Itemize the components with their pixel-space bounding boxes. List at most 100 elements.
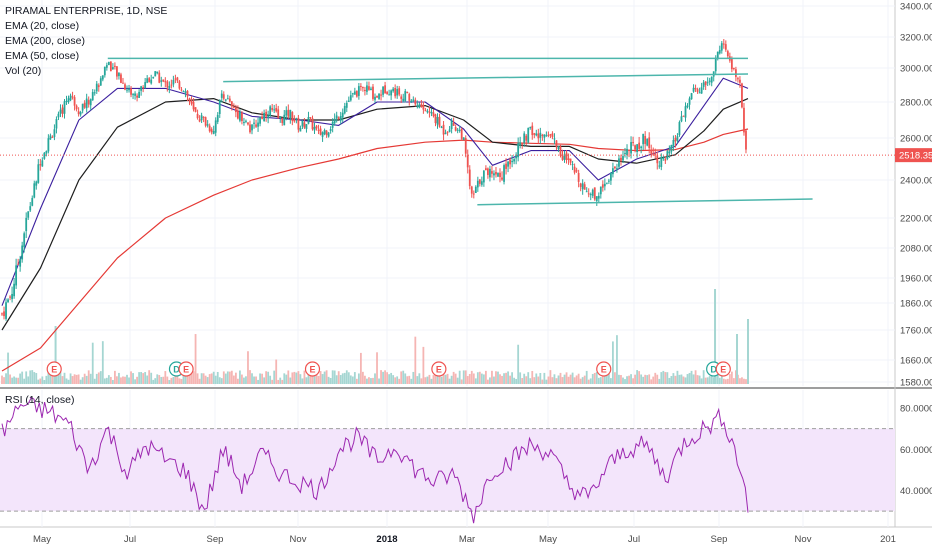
rsi-axis[interactable]: 80.0000 60.0000 40.0000 — [900, 404, 932, 498]
volume-bar — [529, 378, 532, 384]
volume-bar — [595, 372, 598, 384]
candle-body — [704, 81, 707, 86]
candle-body — [27, 211, 30, 218]
candle-body — [724, 44, 727, 50]
volume-bar — [482, 374, 485, 384]
candle-body — [622, 156, 624, 161]
candle-body — [281, 118, 284, 124]
candle-body — [204, 117, 207, 126]
volume-bar — [716, 374, 719, 384]
volume-bar — [597, 377, 600, 384]
candle-body — [351, 93, 354, 95]
marker-label: E — [51, 365, 57, 375]
volume-bar — [650, 379, 653, 384]
marker-circle[interactable] — [178, 361, 194, 377]
rsi-tick-label: 60.0000 — [900, 445, 932, 456]
earnings-marker[interactable]: E — [46, 361, 62, 377]
price-tick-label: 1860.00 — [900, 299, 932, 310]
volume-bar — [99, 371, 102, 384]
volume-bar — [241, 374, 243, 384]
volume-bar — [27, 376, 30, 384]
candle-body — [245, 120, 247, 122]
volume-bar — [111, 379, 114, 384]
volume-bar — [21, 371, 24, 384]
candle-body — [535, 133, 538, 136]
volume-bar — [624, 379, 626, 384]
trendlines[interactable] — [107, 57, 813, 206]
volume-bar — [668, 377, 671, 384]
marker-circle[interactable] — [46, 361, 62, 377]
candle-body — [138, 91, 141, 98]
volume-bar — [247, 351, 249, 384]
volume-bar — [634, 374, 636, 384]
volume-bar — [259, 373, 261, 384]
volume-bar — [448, 378, 451, 384]
volume-bar — [17, 377, 20, 384]
volume-bar — [741, 377, 743, 384]
volume-bar — [142, 373, 145, 384]
volume-bar — [134, 379, 136, 384]
candle-body — [374, 96, 376, 100]
candle-body — [575, 170, 578, 172]
volume-bar — [170, 377, 173, 384]
price-axis[interactable]: 3400.00 3200.00 3000.00 2800.00 2600.00 2400.… — [900, 2, 932, 389]
trendline[interactable] — [223, 73, 749, 83]
candle-body — [35, 181, 38, 186]
volume-spike — [736, 334, 739, 384]
volume-bar — [640, 374, 643, 384]
marker-circle[interactable] — [304, 361, 321, 377]
time-axis[interactable]: May Jul Sep Nov 2018 Mar May Jul Sep Nov 201 — [33, 534, 896, 545]
earnings-marker[interactable]: E — [715, 361, 731, 377]
volume-bar — [452, 371, 455, 384]
volume-bar — [166, 376, 169, 384]
candle-body — [442, 124, 445, 135]
candle-body — [460, 128, 463, 139]
candle-body — [424, 110, 427, 112]
candle-body — [315, 125, 318, 129]
legend-rsi[interactable]: RSI (14, close) — [5, 394, 75, 406]
volume-bar — [176, 375, 179, 384]
volume-bar — [712, 377, 715, 384]
candle-body — [482, 170, 485, 183]
candle-body — [148, 78, 151, 83]
price-tick-label: 1760.00 — [900, 326, 932, 337]
volume-bar — [130, 371, 132, 384]
legend-ema200[interactable]: EMA (200, close) — [5, 35, 85, 47]
legend-vol[interactable]: Vol (20) — [5, 65, 42, 77]
candle-body — [15, 265, 18, 286]
volume-bar — [718, 377, 721, 384]
earnings-marker[interactable]: E — [304, 361, 321, 377]
candle-body — [493, 173, 495, 176]
marker-circle[interactable] — [431, 361, 447, 377]
price-pane[interactable] — [0, 0, 895, 386]
volume-bar — [307, 375, 310, 384]
candle-body — [398, 88, 401, 95]
volume-bar — [355, 378, 358, 384]
volume-bar — [261, 373, 263, 384]
earnings-marker[interactable]: E — [596, 361, 612, 377]
marker-circle[interactable] — [715, 361, 731, 377]
trendline[interactable] — [477, 198, 813, 206]
candle-body — [603, 183, 606, 187]
volume-bar — [265, 371, 268, 384]
candle-body — [422, 105, 425, 110]
volume-bar — [499, 374, 501, 384]
candle-body — [89, 99, 92, 106]
legend-title[interactable]: PIRAMAL ENTERPRISE, 1D, NSE — [5, 5, 168, 17]
candle-body — [101, 75, 104, 80]
earnings-marker[interactable]: E — [178, 361, 194, 377]
marker-circle[interactable] — [596, 361, 612, 377]
candle-body — [327, 132, 330, 137]
volume-bar — [464, 370, 467, 384]
volume-bar — [333, 370, 336, 384]
volume-bar — [392, 375, 395, 384]
legend-ema50[interactable]: EMA (50, close) — [5, 50, 80, 62]
legend-ema20[interactable]: EMA (20, close) — [5, 20, 80, 32]
candle-body — [71, 96, 74, 98]
earnings-marker[interactable]: E — [431, 361, 447, 377]
volume-bar — [283, 373, 286, 384]
ema200-line — [1, 128, 749, 372]
candle-body — [410, 100, 413, 102]
